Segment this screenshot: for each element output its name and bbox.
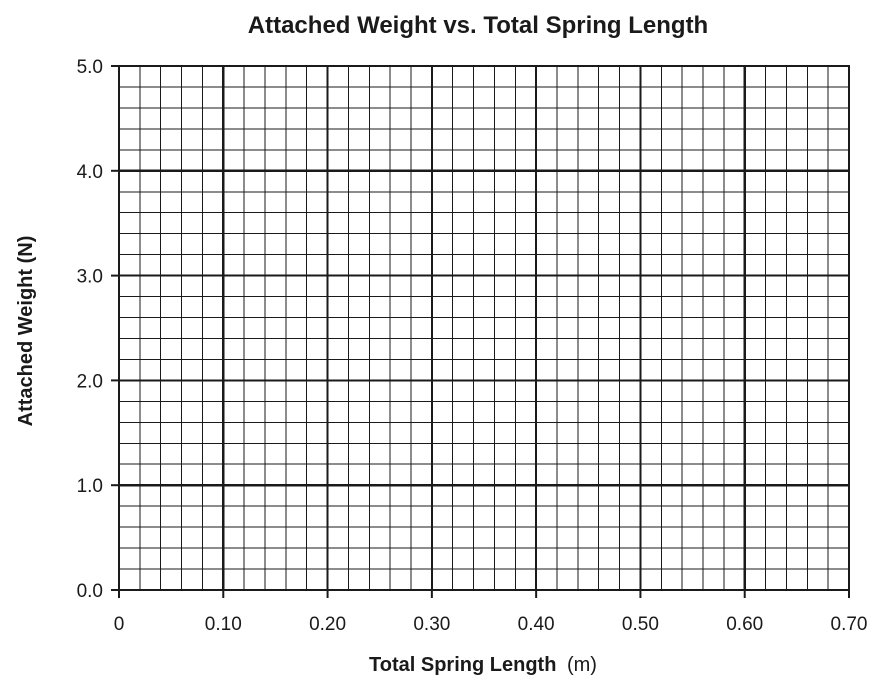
x-tick-label: 0.50 [622, 614, 659, 635]
y-tick-label: 4.0 [77, 162, 103, 183]
x-tick-label: 0.30 [413, 614, 450, 635]
x-axis-label: Total Spring Length [369, 654, 556, 676]
x-tick-label: 0.40 [518, 614, 555, 635]
x-tick-label: 0.20 [309, 614, 346, 635]
x-axis-unit: (m) [567, 654, 597, 676]
x-axis-label-group: Total Spring Length (m) [369, 654, 597, 676]
x-tick-label: 0.70 [831, 614, 868, 635]
plot-border [117, 64, 851, 592]
x-tick-label: 0.10 [205, 614, 242, 635]
x-tick-label: 0.60 [726, 614, 763, 635]
y-axis-label: Attached Weight (N) [15, 236, 37, 427]
axis-ticks: 0 0.10 0.20 0.30 0.40 0.50 0.60 0.70 0.0 1.0 2.0 3.… [77, 57, 868, 635]
y-tick-label: 0.0 [77, 581, 103, 602]
y-tick-label: 2.0 [77, 371, 103, 392]
x-tick-label: 0 [114, 614, 125, 635]
y-tick-label: 5.0 [77, 57, 103, 78]
y-tick-label: 3.0 [77, 267, 103, 288]
chart-title: Attached Weight vs. Total Spring Length [248, 12, 708, 39]
y-tick-label: 1.0 [77, 476, 103, 497]
plot-grid [117, 64, 851, 592]
